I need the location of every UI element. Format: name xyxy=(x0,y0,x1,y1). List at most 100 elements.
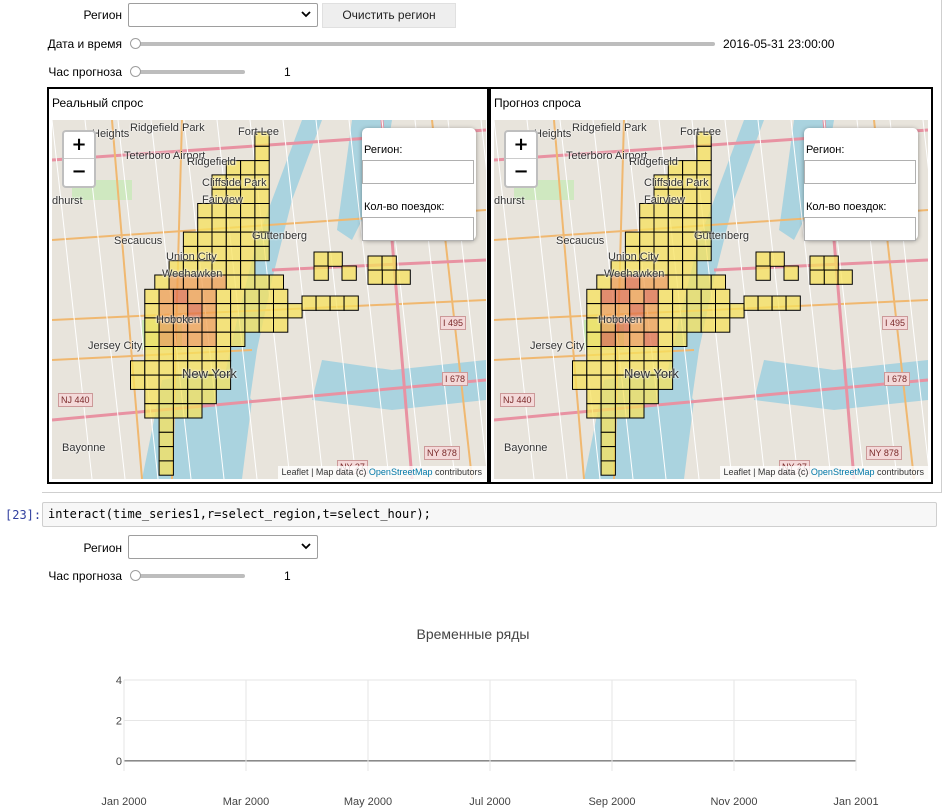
zoom-out-button[interactable]: − xyxy=(64,158,94,185)
map-road-shield: I 495 xyxy=(882,316,909,330)
x-tick-label: Mar 2000 xyxy=(223,796,269,808)
map-place-label: Weehawken xyxy=(162,268,223,280)
map-place-label: Jersey City xyxy=(88,340,143,352)
x-tick-label: Sep 2000 xyxy=(588,796,635,808)
y-tick-label: 0 xyxy=(116,756,122,768)
info-panel: Регион: Кол-во поездок: xyxy=(804,128,918,241)
map-attribution: Leaflet | Map data (c) OpenStreetMap con… xyxy=(277,466,486,479)
hour-label: Час прогноза xyxy=(48,65,122,79)
map-canvas[interactable]: Heights Ridgefield Park Teterboro Airport F… xyxy=(52,120,486,479)
y-tick-label: 2 xyxy=(116,715,122,727)
map-place-label: Weehawken xyxy=(604,268,665,280)
info-region-label: Регион: xyxy=(364,144,403,156)
leaflet-link[interactable]: Leaflet xyxy=(281,467,309,477)
map-place-label: Secaucus xyxy=(114,235,163,247)
map-place-label: Ridgefield Park xyxy=(130,122,205,134)
map-place-label: Teterboro Airport xyxy=(566,150,648,162)
map-place-label: Guttenberg xyxy=(252,230,308,242)
map-place-label: New York xyxy=(182,366,237,381)
attribution-suffix: contributors xyxy=(432,467,482,477)
hour-value: 1 xyxy=(284,65,291,79)
map-place-label: Guttenberg xyxy=(694,230,750,242)
hour-slider-thumb[interactable] xyxy=(130,66,141,77)
osm-link[interactable]: OpenStreetMap xyxy=(810,467,875,477)
map-canvas[interactable]: Heights Ridgefield Park Teterboro Airport F… xyxy=(494,120,928,479)
map-place-label: Fort Lee xyxy=(680,126,721,138)
datetime-label: Дата и время xyxy=(47,37,122,51)
zoom-in-button[interactable]: + xyxy=(513,134,529,155)
chevron-down-icon xyxy=(301,11,311,18)
cell-prompt: [23]: xyxy=(5,508,42,522)
code-input[interactable]: interact(time_series1,r=select_region,t=… xyxy=(42,502,937,527)
map-place-label: Secaucus xyxy=(556,235,605,247)
map-place-label: Hoboken xyxy=(156,314,201,326)
map-place-label: Fort Lee xyxy=(238,126,279,138)
map-place-label: Heights xyxy=(92,128,130,140)
map-place-label: dhurst xyxy=(494,195,525,207)
map-road-shield: NJ 440 xyxy=(500,393,535,407)
map-place-label: Union City xyxy=(166,251,217,263)
map-title: Прогноз спроса xyxy=(494,96,581,110)
info-count-label: Кол-во поездок: xyxy=(806,201,887,213)
attribution-suffix: contributors xyxy=(874,467,924,477)
attribution-text: | Map data (c) xyxy=(750,467,811,477)
map-place-label: Fairview xyxy=(644,194,685,206)
info-region-field[interactable] xyxy=(804,160,916,184)
region-label: Регион xyxy=(83,541,122,555)
info-region-label: Регион: xyxy=(806,144,845,156)
map-place-label: Fairview xyxy=(202,194,243,206)
map-place-label: Teterboro Airport xyxy=(124,150,206,162)
info-count-field[interactable] xyxy=(804,217,916,241)
map-place-label: Cliffside Park xyxy=(202,177,267,189)
map-title: Реальный спрос xyxy=(52,96,144,110)
chart-title: Временные ряды xyxy=(416,626,530,642)
info-region-field[interactable] xyxy=(362,160,474,184)
zoom-out-button[interactable]: − xyxy=(506,158,536,185)
map-road-shield: NY 878 xyxy=(424,446,460,460)
datetime-slider-track[interactable] xyxy=(131,42,715,46)
attribution-text: | Map data (c) xyxy=(308,467,369,477)
chevron-down-icon xyxy=(301,543,311,550)
info-count-field[interactable] xyxy=(362,217,474,241)
map-place-label: Heights xyxy=(534,128,572,140)
output-area xyxy=(42,0,942,493)
hour-slider-track[interactable] xyxy=(131,70,245,74)
zoom-control: + − xyxy=(504,130,538,188)
info-panel: Регион: Кол-во поездок: xyxy=(362,128,476,241)
map-place-label: Ridgefield Park xyxy=(572,122,647,134)
time-series-chart[interactable]: 0 2 4 Jan 2000 Mar 2000 May 2000 Jul 2000 Sep 2… xyxy=(0,600,946,809)
map-road-shield: I 678 xyxy=(884,372,911,386)
map-road-shield: NY 878 xyxy=(866,446,902,460)
datetime-slider-thumb[interactable] xyxy=(130,38,141,49)
region-select[interactable] xyxy=(128,3,318,27)
map-panel-actual: Реальный спрос Heights Ridgefield Park Tet… xyxy=(47,87,489,484)
map-place-label: Bayonne xyxy=(62,442,106,454)
leaflet-link[interactable]: Leaflet xyxy=(723,467,751,477)
map-road-shield: I 678 xyxy=(442,372,469,386)
x-tick-label: May 2000 xyxy=(344,796,392,808)
map-place-label: Ridgefield xyxy=(629,156,678,168)
region-select[interactable] xyxy=(128,535,318,559)
region-label: Регион xyxy=(83,8,122,22)
clear-region-button[interactable]: Очистить регион xyxy=(322,3,456,28)
map-road-shield: NJ 440 xyxy=(58,393,93,407)
map-place-label: Cliffside Park xyxy=(644,177,709,189)
x-tick-label: Nov 2000 xyxy=(710,796,757,808)
zoom-control: + − xyxy=(62,130,96,188)
map-place-label: Ridgefield xyxy=(187,156,236,168)
datetime-value: 2016-05-31 23:00:00 xyxy=(723,37,835,51)
map-attribution: Leaflet | Map data (c) OpenStreetMap con… xyxy=(719,466,928,479)
map-place-label: Union City xyxy=(608,251,659,263)
map-place-label: Hoboken xyxy=(598,314,643,326)
map-road-shield: I 495 xyxy=(440,316,467,330)
hour-slider-track[interactable] xyxy=(131,574,245,578)
hour-slider-thumb[interactable] xyxy=(130,570,141,581)
y-tick-label: 4 xyxy=(116,675,122,687)
x-tick-label: Jan 2001 xyxy=(833,796,878,808)
hour-label: Час прогноза xyxy=(48,569,122,583)
hour-value: 1 xyxy=(284,569,291,583)
osm-link[interactable]: OpenStreetMap xyxy=(368,467,433,477)
info-count-label: Кол-во поездок: xyxy=(364,201,445,213)
zoom-in-button[interactable]: + xyxy=(71,134,87,155)
map-place-label: Jersey City xyxy=(530,340,585,352)
